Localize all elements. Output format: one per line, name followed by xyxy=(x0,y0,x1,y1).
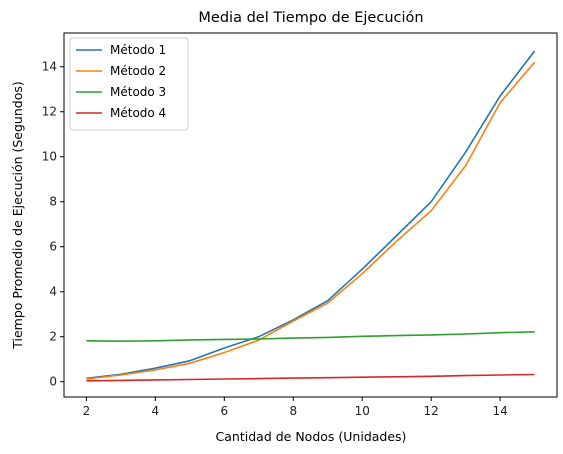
x-axis-title: Cantidad de Nodos (Unidades) xyxy=(216,429,407,444)
x-tick-label: 14 xyxy=(492,404,507,418)
x-tick-label: 12 xyxy=(424,404,439,418)
series-line-4 xyxy=(86,373,535,382)
y-tick-label: 10 xyxy=(42,150,57,164)
series-line-3 xyxy=(86,331,535,343)
legend-label-3: Método 3 xyxy=(110,85,166,99)
y-tick-label: 0 xyxy=(49,375,57,389)
series-line-1 xyxy=(86,50,536,380)
y-tick-label: 14 xyxy=(42,60,57,74)
y-tick-label: 2 xyxy=(49,330,57,344)
y-tick-label: 6 xyxy=(49,240,57,254)
legend: Método 1 Método 2 Método 3 Método 4 xyxy=(69,37,189,131)
x-tick-label: 4 xyxy=(152,404,160,418)
legend-box xyxy=(69,37,189,131)
series-line-2 xyxy=(86,61,536,380)
x-tick-label: 10 xyxy=(355,404,370,418)
x-tick-label: 2 xyxy=(83,404,91,418)
legend-label-4: Método 4 xyxy=(110,106,166,120)
x-tick-label: 8 xyxy=(289,404,297,418)
series-lines xyxy=(86,50,536,382)
y-axis-title: Tiempo Promedio de Ejecución (Segundos) xyxy=(10,81,25,349)
y-tick-label: 4 xyxy=(49,285,57,299)
legend-label-2: Método 2 xyxy=(110,64,166,78)
chart-title: Media del Tiempo de Ejecución xyxy=(198,10,423,26)
plot-frame xyxy=(63,32,558,398)
y-tick-label: 8 xyxy=(49,195,57,209)
legend-label-1: Método 1 xyxy=(110,43,166,57)
axis-ticks: 2 4 6 8 10 12 14 0 2 4 6 8 10 12 14 xyxy=(42,60,508,418)
y-tick-label: 12 xyxy=(42,105,57,119)
x-tick-label: 6 xyxy=(220,404,228,418)
